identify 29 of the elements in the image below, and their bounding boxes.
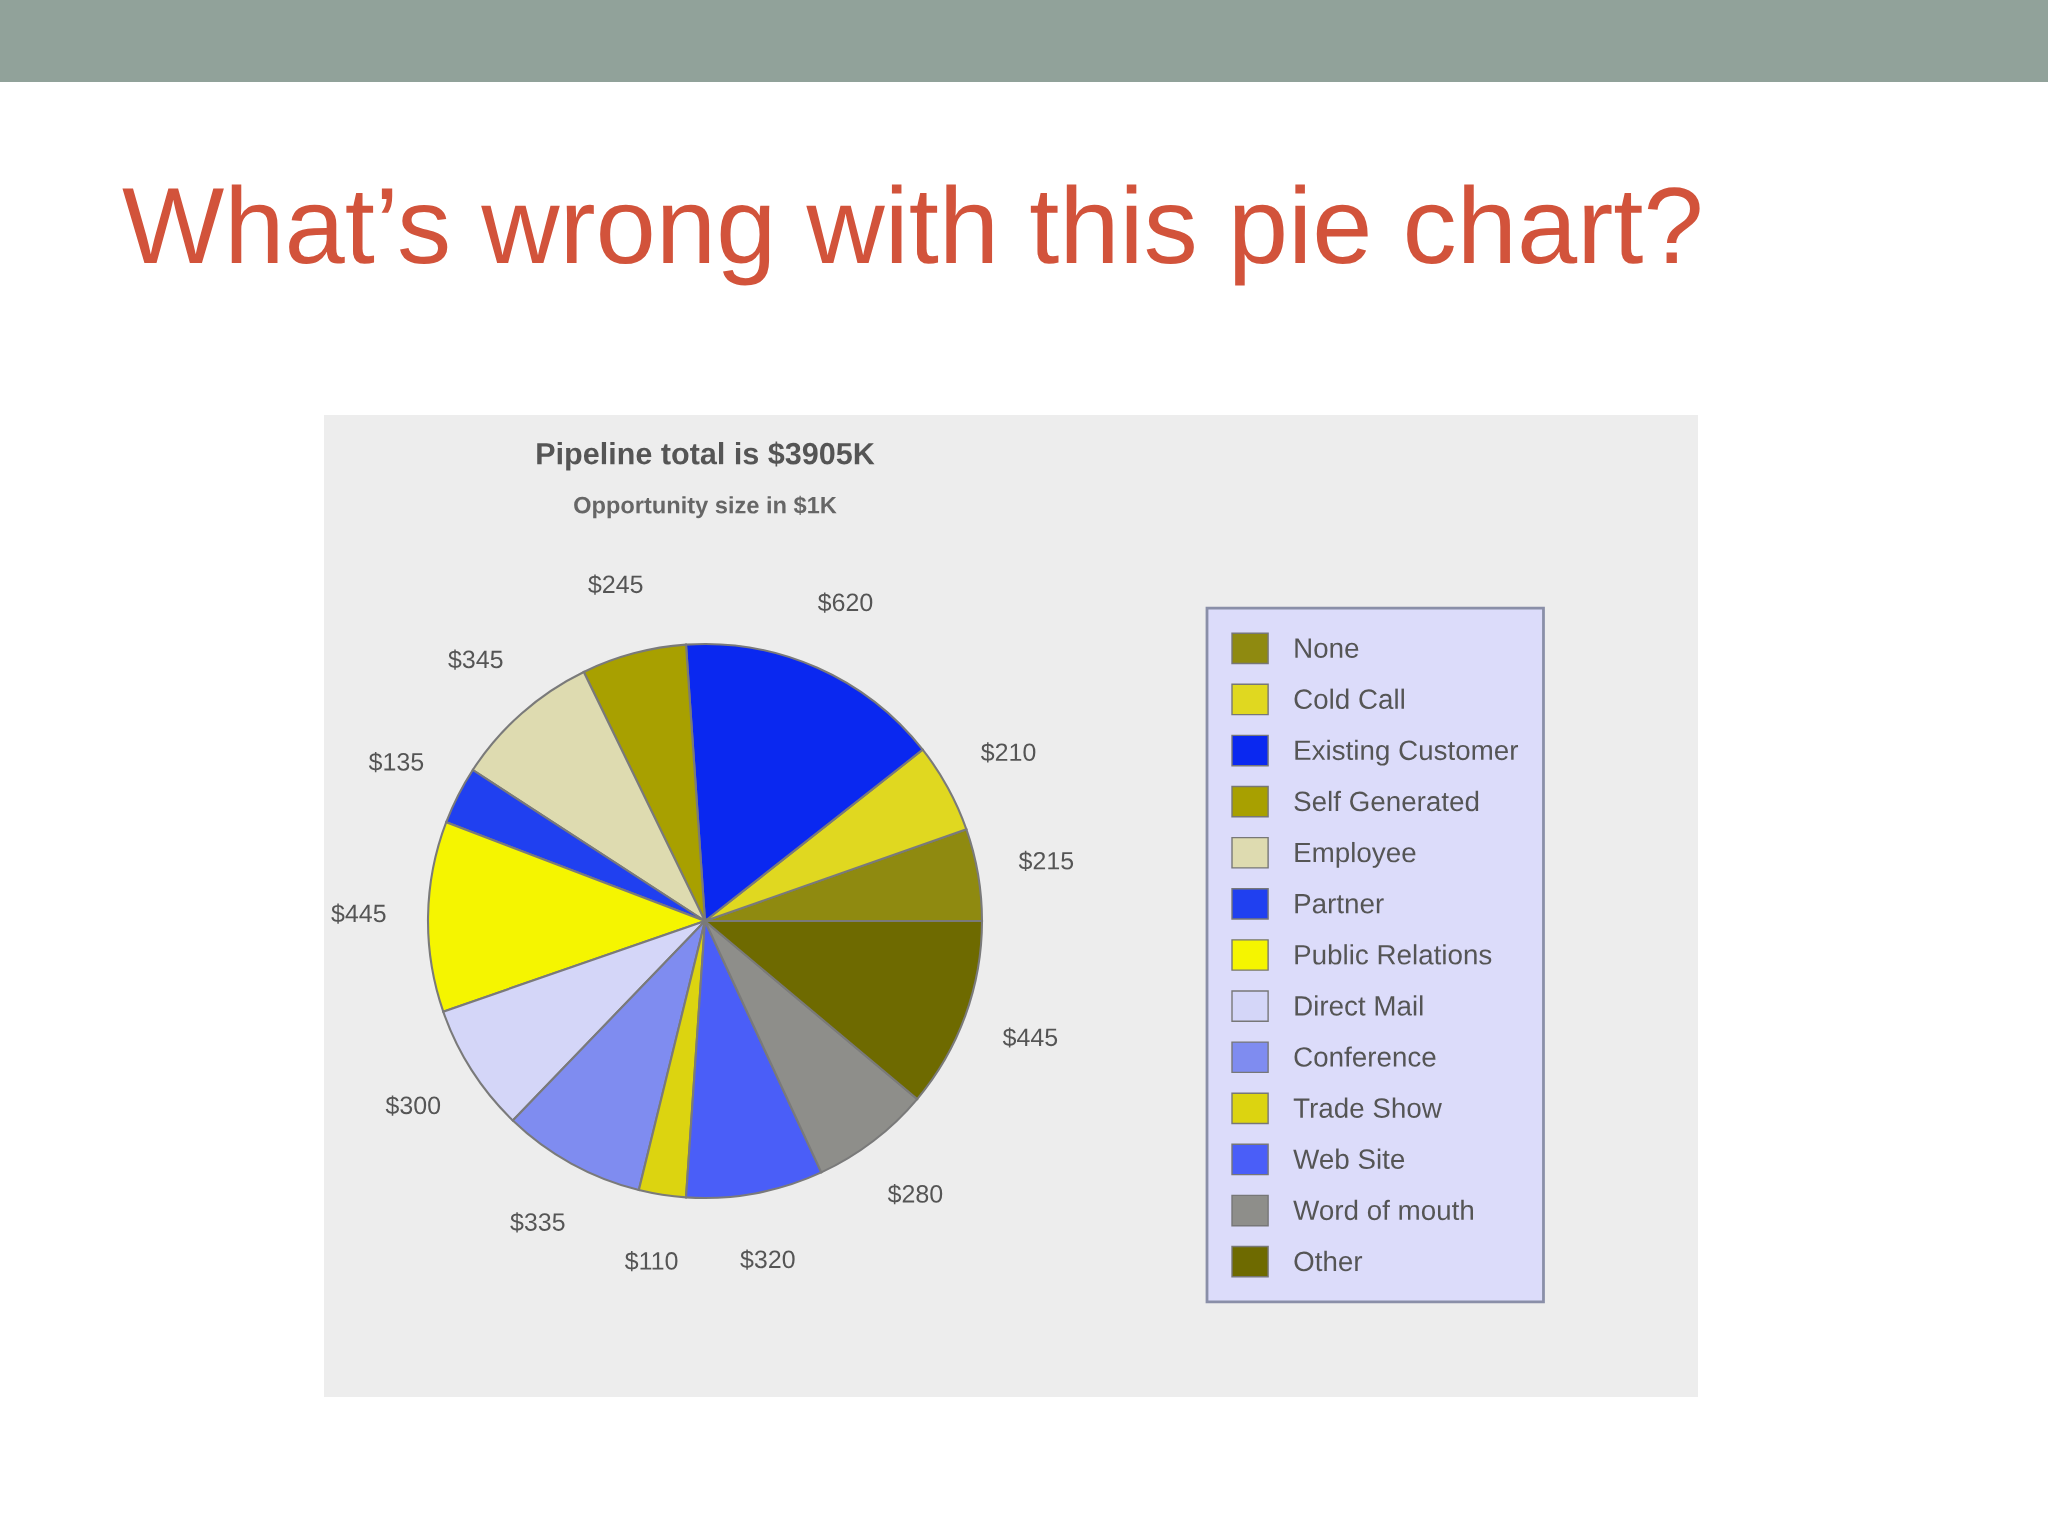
data-label: $445 [1002, 1027, 1058, 1048]
data-label: $335 [510, 1212, 565, 1233]
chart-title: Pipeline total is $3905K [537, 441, 875, 471]
legend-label: Direct Mail [1295, 995, 1423, 1016]
legend-label: Cold Call [1294, 688, 1404, 710]
data-label: $300 [385, 1095, 441, 1116]
legend-label: Other [1294, 1250, 1363, 1272]
data-label: $345 [448, 649, 503, 670]
chart-subtitle: Opportunity size in $1K [574, 495, 837, 519]
data-label: $135 [368, 751, 424, 773]
legend-label: Self Generated [1294, 790, 1479, 812]
legend-label: Public Relations [1295, 944, 1492, 965]
data-label: $210 [980, 742, 1036, 763]
legend-label: Partner [1295, 894, 1384, 914]
data-label: $620 [817, 592, 873, 613]
legend-label: Existing Customer [1295, 739, 1519, 766]
data-label: $320 [740, 1249, 795, 1270]
text: What’s wrong with this pie chart? [122, 184, 1700, 286]
data-label: $245 [588, 574, 643, 595]
data-label: $445 [331, 903, 386, 924]
legend-label: Word of mouth [1293, 1199, 1473, 1221]
legend-label: None [1295, 638, 1359, 658]
legend-label: Web Site [1293, 1148, 1405, 1170]
data-label: $110 [624, 1251, 678, 1272]
legend-label: Conference [1294, 1046, 1436, 1067]
data-label: $280 [887, 1183, 943, 1205]
legend-label: Trade Show [1293, 1097, 1442, 1118]
data-label: $215 [1018, 850, 1074, 872]
legend-label: Employee [1295, 841, 1416, 868]
